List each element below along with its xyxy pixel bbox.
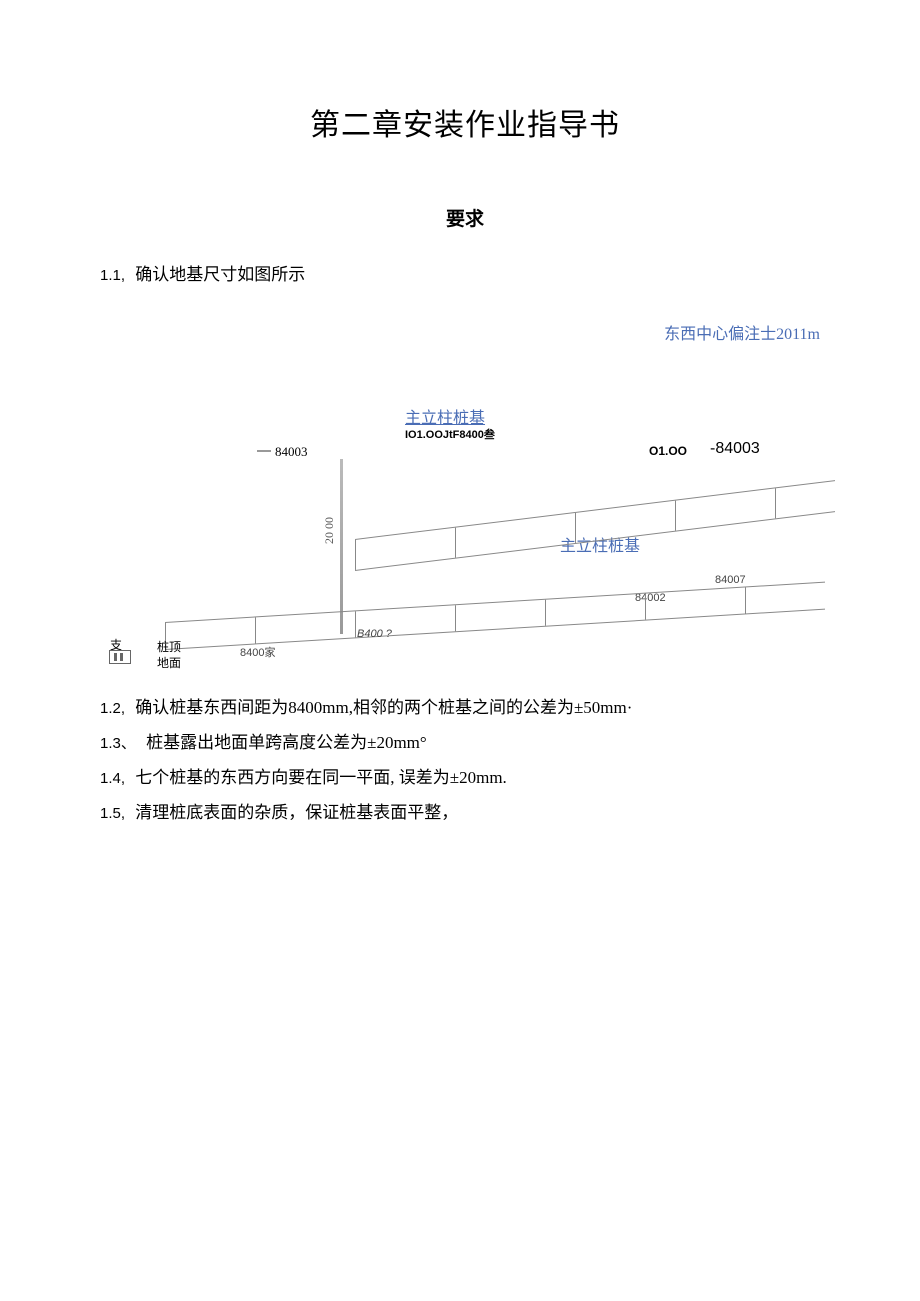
upper-track xyxy=(355,480,835,571)
item-text: 桩基露出地面单跨高度公差为±20mm° xyxy=(146,733,427,752)
item-text: 确认桩基东西间距为8400mm,相邻的两个桩基之间的公差为±50mm· xyxy=(135,698,632,717)
diagram-subcode: IO1.OOJtF8400叁 xyxy=(405,426,495,442)
offset-note: 东西中心偏注士2011m xyxy=(100,320,820,344)
list-item-5: 1.5, 清理桩底表面的杂质，保证桩基表面平整， xyxy=(100,799,830,828)
list-item-3: 1.3、 桩基露出地面单跨高度公差为±20mm° xyxy=(100,729,830,758)
section-subtitle: 要求 xyxy=(100,204,830,231)
lower-track-num-b: B400 ? xyxy=(357,628,392,640)
list-item-1: 1.1, 确认地基尺寸如图所示 xyxy=(100,261,830,290)
item-text: 七个桩基的东西方向要在同一平面, 误差为±20mm. xyxy=(135,768,507,787)
item-number: 1.2, xyxy=(100,700,125,717)
vertical-dim-label: 20 00 xyxy=(322,517,337,544)
legend-icon xyxy=(109,650,131,664)
list-item-2: 1.2, 确认桩基东西间距为8400mm,相邻的两个桩基之间的公差为±50mm· xyxy=(100,694,830,723)
item-number: 1.3、 xyxy=(100,735,136,752)
upper-track-num-b: 84007 xyxy=(715,574,746,586)
dim-top-left: 84003 xyxy=(275,444,308,460)
vertical-column-icon xyxy=(340,459,343,634)
list-item-4: 1.4, 七个桩基的东西方向要在同一平面, 误差为±20mm. xyxy=(100,764,830,793)
left-caption-ground: 地面 xyxy=(157,654,181,671)
lower-track-num-a: 8400家 xyxy=(240,644,275,660)
dim-top-right-num: -84003 xyxy=(710,440,760,458)
item-number: 1.1, xyxy=(100,267,125,284)
left-caption-piletop: 桩顶 xyxy=(157,638,181,655)
item-text: 清理桩底表面的杂质，保证桩基表面平整， xyxy=(135,803,458,822)
item-text: 确认地基尺寸如图所示 xyxy=(135,265,305,284)
chapter-title: 第二章安装作业指导书 xyxy=(100,100,830,144)
lower-track xyxy=(165,582,825,650)
item-number: 1.5, xyxy=(100,805,125,822)
diagram-title-link: 主立柱桩基 xyxy=(405,404,485,428)
foundation-diagram: 主立柱桩基 IO1.OOJtF8400叁 84003 O1.OO -84003 … xyxy=(105,404,825,684)
dim-top-right-code: O1.OO xyxy=(649,444,687,458)
item-number: 1.4, xyxy=(100,770,125,787)
